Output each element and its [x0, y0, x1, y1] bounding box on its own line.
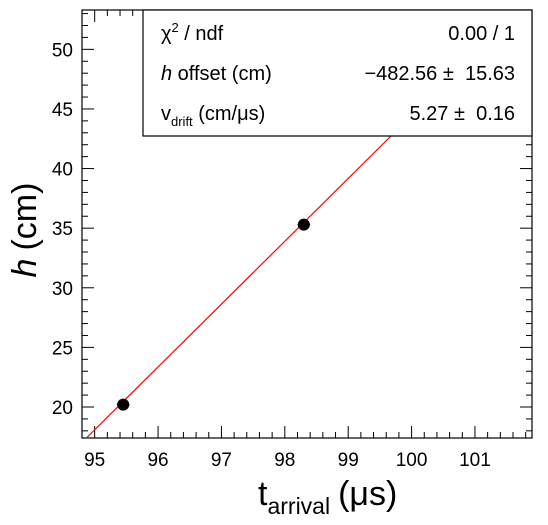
- x-tick-label: 100: [396, 450, 428, 471]
- x-tick-label: 96: [147, 450, 168, 471]
- x-tick-label: 101: [459, 450, 491, 471]
- y-tick-label: 50: [52, 40, 73, 61]
- stats-box-frame: [142, 9, 533, 137]
- x-tick-label: 95: [84, 450, 105, 471]
- x-tick-label: 98: [274, 450, 295, 471]
- stat-value-vdrift: 5.27 ± 0.16: [410, 103, 516, 125]
- x-axis-title: tarrival (μs): [258, 475, 397, 519]
- y-tick-label: 20: [52, 398, 73, 419]
- y-tick-label: 35: [52, 219, 73, 240]
- y-tick-label: 45: [52, 100, 73, 121]
- data-point: [297, 218, 310, 231]
- stat-label-vdrift: vdrift (cm/μs): [161, 103, 265, 129]
- x-tick-label: 97: [211, 450, 232, 471]
- stat-label-chi2: χ2 / ndf: [161, 20, 224, 45]
- tick-labels: 95 96 97 98 99 100 101 20 25 30 35 40 45 50: [52, 40, 491, 471]
- y-tick-label: 30: [52, 279, 73, 300]
- data-point: [117, 398, 130, 411]
- stats-box: χ2 / ndf 0.00 / 1 h offset (cm) −482.56 …: [142, 9, 533, 137]
- stat-label-offset: h offset (cm): [161, 63, 272, 85]
- y-tick-label: 25: [52, 338, 73, 359]
- stat-value-offset: −482.56 ± 15.63: [364, 63, 515, 85]
- stat-value-chi2: 0.00 / 1: [448, 23, 515, 45]
- y-axis-title: h(cm): [6, 183, 44, 278]
- y-tick-label: 40: [52, 160, 73, 181]
- x-tick-label: 99: [338, 450, 359, 471]
